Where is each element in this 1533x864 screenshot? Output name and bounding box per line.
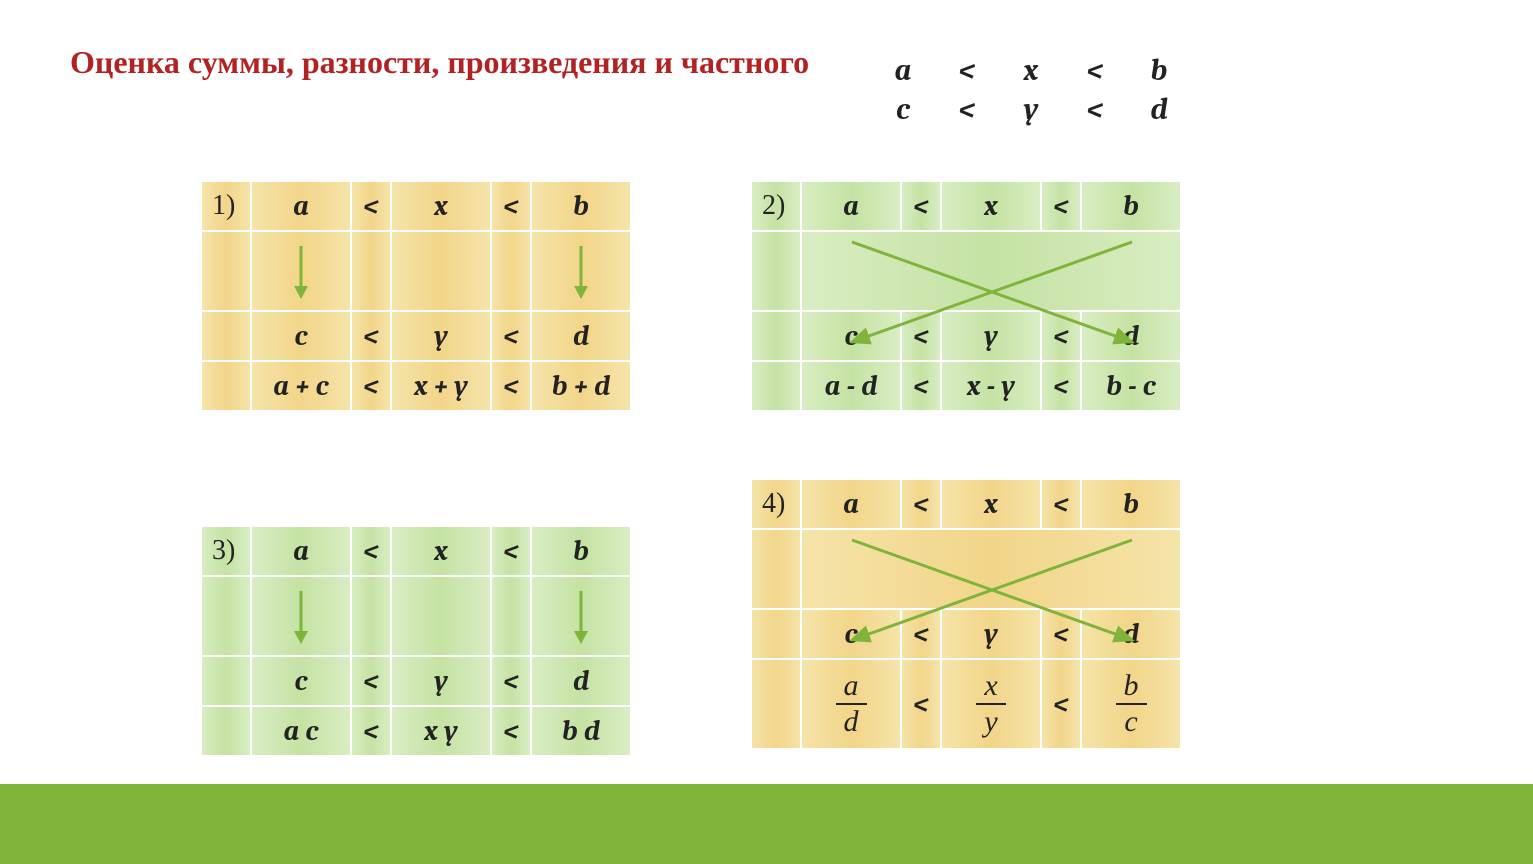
ineq-cell: < — [351, 526, 391, 576]
arrow-down-icon — [251, 231, 351, 311]
premise-cell: < — [936, 52, 998, 89]
ineq-cell: a — [801, 181, 901, 231]
ineq-cell: a — [801, 479, 901, 529]
card-4: 4) a < x < b c < y < d — [750, 478, 1182, 750]
result-cell: < — [1041, 361, 1081, 411]
result-cell: x y — [391, 706, 491, 756]
ineq-cell: < — [1041, 479, 1081, 529]
card-2: 2) a < x < b c < y < d a - d — [750, 180, 1182, 412]
ineq-cell: x — [391, 181, 491, 231]
result-cell: xy — [941, 659, 1041, 749]
ineq-cell: < — [351, 311, 391, 361]
ineq-cell: y — [391, 311, 491, 361]
card-3: 3) a < x < b c < y < d a c < x y < b d — [200, 525, 632, 757]
card-number: 1) — [201, 181, 251, 231]
card-number: 3) — [201, 526, 251, 576]
result-cell: < — [901, 659, 941, 749]
ineq-cell: d — [531, 311, 631, 361]
ineq-cell: x — [941, 479, 1041, 529]
arrow-cross-icon — [801, 231, 1181, 311]
ineq-cell: < — [1041, 181, 1081, 231]
ineq-cell: < — [351, 656, 391, 706]
result-cell: x + y — [391, 361, 491, 411]
premise-block: a < x < b c < y < d — [870, 50, 1192, 130]
premise-cell: x — [1000, 52, 1062, 89]
result-cell: b + d — [531, 361, 631, 411]
result-cell: bc — [1081, 659, 1181, 749]
ineq-cell: a — [251, 181, 351, 231]
premise-cell: < — [936, 91, 998, 128]
result-cell: < — [1041, 659, 1081, 749]
page-title: Оценка суммы, разности, произведения и ч… — [70, 40, 809, 85]
premise-cell: c — [872, 91, 934, 128]
result-cell: < — [491, 706, 531, 756]
result-cell: b d — [531, 706, 631, 756]
result-cell: < — [351, 706, 391, 756]
premise-cell: a — [872, 52, 934, 89]
arrow-cross-icon — [801, 529, 1181, 609]
arrow-down-icon — [251, 576, 351, 656]
result-cell: < — [351, 361, 391, 411]
ineq-cell: b — [1081, 479, 1181, 529]
premise-cell: < — [1064, 91, 1126, 128]
ineq-cell: x — [941, 181, 1041, 231]
card-number: 2) — [751, 181, 801, 231]
result-cell: a c — [251, 706, 351, 756]
result-cell: a + c — [251, 361, 351, 411]
ineq-cell: < — [491, 656, 531, 706]
ineq-cell: b — [531, 526, 631, 576]
card-1: 1) a < x < b c < y < d a + c < x + y < b… — [200, 180, 632, 412]
arrow-down-icon — [531, 231, 631, 311]
premise-cell: < — [1064, 52, 1126, 89]
ineq-cell: c — [251, 656, 351, 706]
ineq-cell: d — [531, 656, 631, 706]
ineq-cell: a — [251, 526, 351, 576]
ineq-cell: x — [391, 526, 491, 576]
ineq-cell: < — [351, 181, 391, 231]
card-number: 4) — [751, 479, 801, 529]
ineq-cell: < — [491, 526, 531, 576]
arrow-down-icon — [531, 576, 631, 656]
ineq-cell: < — [491, 311, 531, 361]
result-cell: x - y — [941, 361, 1041, 411]
footer-bar — [0, 784, 1533, 864]
ineq-cell: < — [901, 479, 941, 529]
premise-cell: d — [1128, 91, 1190, 128]
ineq-cell: y — [391, 656, 491, 706]
premise-cell: b — [1128, 52, 1190, 89]
ineq-cell: < — [491, 181, 531, 231]
ineq-cell: < — [901, 181, 941, 231]
premise-cell: y — [1000, 91, 1062, 128]
result-cell: b - c — [1081, 361, 1181, 411]
result-cell: ad — [801, 659, 901, 749]
result-cell: < — [491, 361, 531, 411]
ineq-cell: b — [1081, 181, 1181, 231]
ineq-cell: c — [251, 311, 351, 361]
ineq-cell: b — [531, 181, 631, 231]
result-cell: < — [901, 361, 941, 411]
result-cell: a - d — [801, 361, 901, 411]
